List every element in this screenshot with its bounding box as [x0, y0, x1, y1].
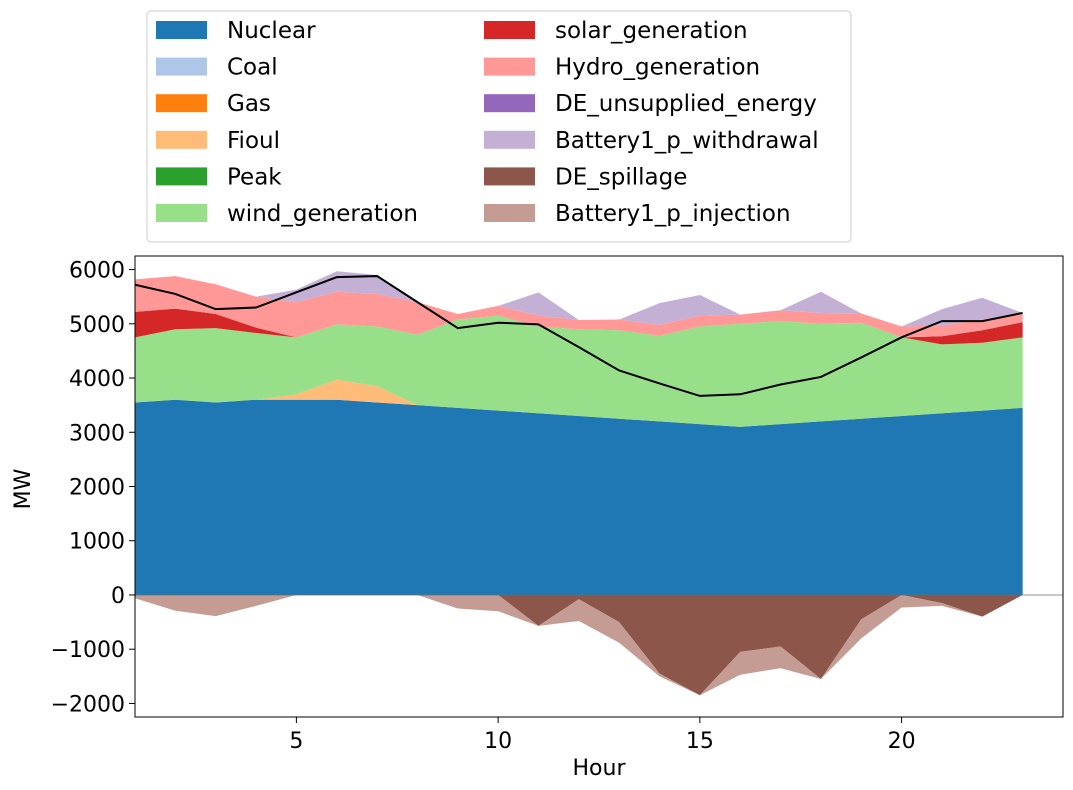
legend-label-battery1-p-withdrawal: Battery1_p_withdrawal	[555, 128, 819, 154]
area-nuclear	[135, 399, 1023, 595]
legend-swatch-battery1-p-withdrawal	[484, 130, 535, 149]
legend-label-nuclear: Nuclear	[227, 18, 316, 44]
legend-swatch-hydro-generation	[484, 57, 535, 76]
area-wind-generation	[135, 315, 1023, 427]
y-tick-label: 6000	[69, 259, 125, 284]
total-line	[134, 275, 1023, 397]
y-tick-label: 3000	[69, 421, 125, 446]
y-tick-label: 5000	[69, 313, 125, 338]
legend-swatch-wind-generation	[156, 204, 207, 222]
legend-swatch-de-spillage	[484, 167, 535, 186]
plot-areas	[135, 271, 1063, 696]
legend-swatch-de-unsupplied-energy	[484, 94, 535, 113]
legend-label-de-unsupplied-energy: DE_unsupplied_energy	[555, 91, 817, 117]
legend-swatch-nuclear	[156, 21, 207, 39]
y-tick-label: 2000	[69, 476, 125, 501]
x-tick-label: 15	[686, 729, 714, 754]
y-tick-label: 0	[111, 584, 125, 609]
legend-swatch-battery1-p-injection	[484, 204, 535, 222]
legend-label-de-spillage: DE_spillage	[555, 164, 687, 190]
y-tick-label: −1000	[51, 638, 125, 663]
area-battery1-p-injection	[135, 594, 1023, 696]
y-axis-title: MW	[11, 468, 36, 509]
area-hydro-generation	[135, 276, 1023, 338]
legend-swatch-peak	[156, 167, 207, 186]
legend-swatch-solar-generation	[484, 21, 535, 39]
legend-box	[146, 10, 852, 243]
x-tick-label: 5	[289, 729, 303, 754]
legend-label-wind-generation: wind_generation	[227, 201, 418, 227]
area-battery1-p-withdrawal	[135, 271, 1023, 327]
legend-swatch-fioul	[156, 130, 207, 149]
legend-label-gas: Gas	[227, 91, 271, 117]
legend-swatch-gas	[156, 94, 207, 113]
y-tick-label: 1000	[69, 530, 125, 555]
legend-label-fioul: Fioul	[227, 128, 280, 154]
x-tick-label: 10	[484, 729, 512, 754]
plot-line	[134, 275, 1023, 397]
x-axis-title: Hour	[573, 756, 627, 781]
legend-swatch-coal	[156, 57, 207, 76]
area-fioul	[135, 379, 1023, 427]
legend: Nuclear Coal Gas Fioul Peak wind_generation so…	[146, 10, 852, 243]
area-solar-generation	[135, 308, 1023, 345]
area-de-spillage	[135, 594, 1023, 696]
legend-label-coal: Coal	[227, 55, 278, 81]
axes: 5 10 15 20 −2000 −1000 0 1000 2000 3000 4000 5000 60…	[51, 255, 1064, 754]
legend-label-hydro-generation: Hydro_generation	[555, 55, 760, 81]
y-tick-label: 4000	[69, 367, 125, 392]
y-tick-label: −2000	[51, 692, 125, 717]
legend-label-solar-generation: solar_generation	[555, 18, 748, 44]
legend-label-peak: Peak	[227, 164, 282, 190]
legend-label-battery1-p-injection: Battery1_p_injection	[555, 201, 791, 227]
x-tick-label: 20	[888, 729, 916, 754]
